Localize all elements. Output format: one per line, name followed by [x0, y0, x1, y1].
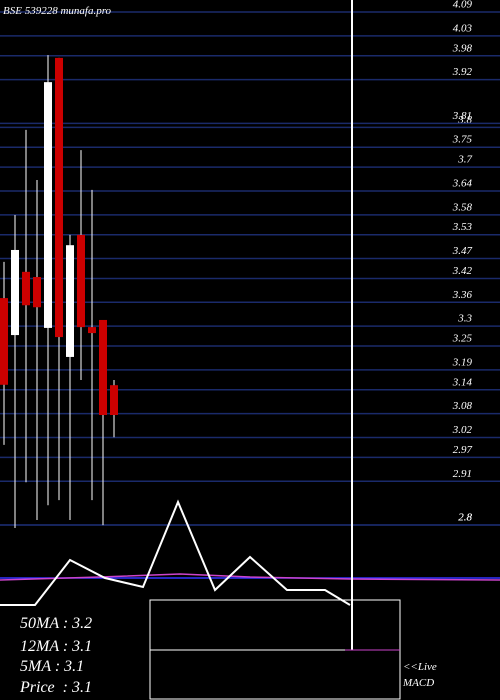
- ma-label: 12MA : 3.1: [20, 638, 92, 655]
- y-tick-label: 3.3: [457, 313, 472, 325]
- chart-title: BSE 539228 munafa.pro: [3, 5, 112, 17]
- live-label: <<Live: [403, 661, 437, 673]
- y-tick-label: 3.75: [452, 134, 473, 146]
- ma-label: 50MA : 3.2: [20, 615, 92, 632]
- indicator-label: MACD: [402, 677, 434, 689]
- y-tick-label: 4.03: [453, 22, 473, 34]
- candle-body: [66, 245, 74, 357]
- candle-body: [33, 277, 41, 308]
- candle-body: [11, 249, 19, 336]
- y-tick-label: 3.02: [452, 424, 473, 436]
- y-tick-label: 3.19: [452, 356, 473, 368]
- y-tick-label: 3.64: [452, 177, 473, 189]
- candles: [0, 55, 118, 528]
- y-tick-label: 3.98: [452, 42, 473, 54]
- y-tick-label: 3.92: [452, 66, 473, 78]
- candle-body: [77, 234, 85, 328]
- y-tick-label: 2.97: [453, 444, 473, 456]
- candle-body: [22, 271, 30, 306]
- y-tick-label: 3.58: [452, 201, 473, 213]
- price-label: Price : 3.1: [19, 679, 92, 696]
- y-tick-label: 2.8: [458, 512, 472, 524]
- y-tick-label: 3.08: [452, 400, 473, 412]
- candle-body: [88, 327, 96, 334]
- y-tick-label: 2.8: [458, 512, 472, 524]
- y-tick-label: 3.7: [457, 154, 472, 166]
- y-tick-label: 2.91: [453, 468, 472, 480]
- y-tick-label: 4.09: [453, 0, 473, 11]
- y-tick-label: 3.47: [452, 245, 473, 257]
- y-tick-label: 3.36: [452, 289, 473, 301]
- ma-label: 5MA : 3.1: [20, 658, 84, 675]
- y-tick-label: 3.53: [452, 221, 473, 233]
- grid: 4.094.033.983.923.83.813.753.73.643.583.…: [0, 0, 500, 526]
- candle-body: [99, 319, 107, 416]
- y-tick-label: 3.42: [452, 265, 473, 277]
- y-tick-label: 3.81: [452, 110, 472, 122]
- candle-body: [44, 82, 52, 328]
- indicator-signal: [0, 573, 500, 581]
- indicator-line: [0, 499, 351, 606]
- candle-body: [110, 385, 118, 416]
- candle-body: [0, 298, 8, 385]
- y-tick-label: 3.25: [452, 333, 473, 345]
- candle-body: [55, 57, 63, 338]
- y-tick-label: 3.14: [452, 376, 473, 388]
